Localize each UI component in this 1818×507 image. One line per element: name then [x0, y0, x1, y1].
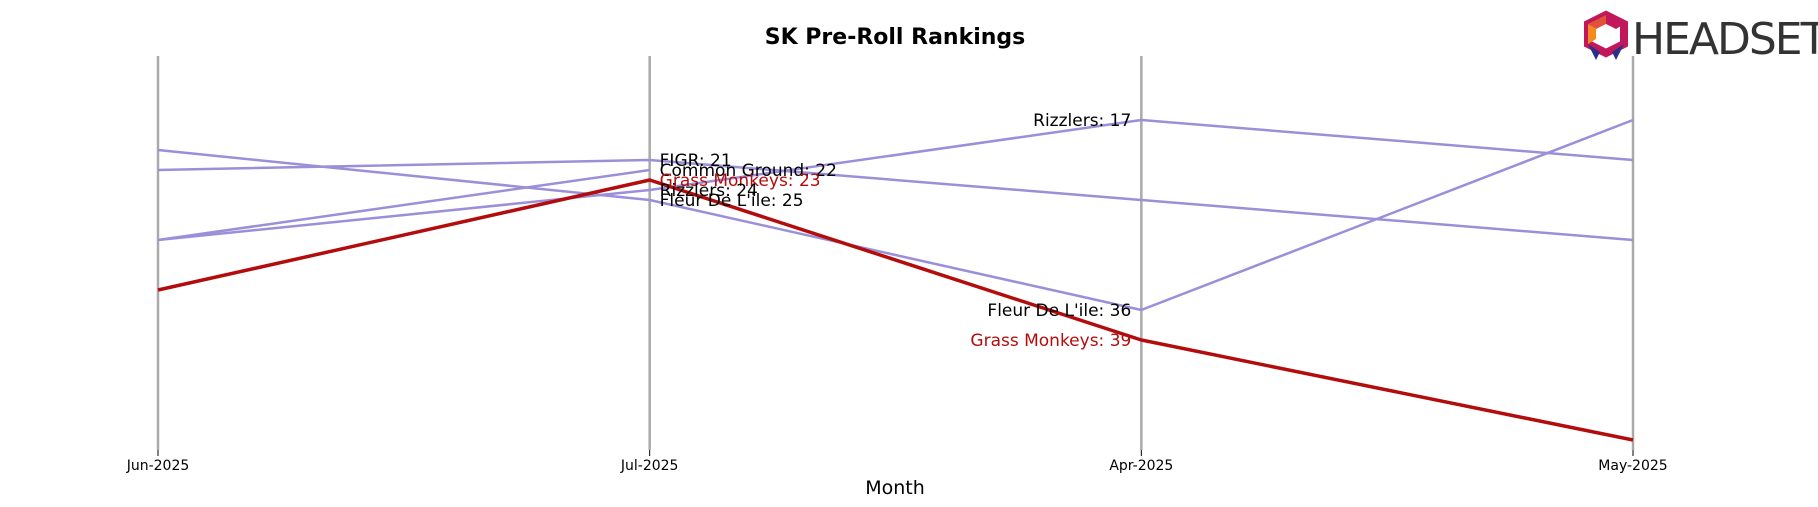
series-line-fleur-de-l-ile — [157, 118, 1634, 312]
logo: HEADSET — [1584, 10, 1818, 65]
data-label-grass-monkeys-jul-2025: Grass Monkeys: 23 — [660, 171, 821, 191]
series-lines — [157, 118, 1634, 442]
data-label-fleur-de-l-ile-jul-2025: Fleur De L'ile: 25 — [660, 191, 804, 211]
x-tick-label-jul-2025: Jul-2025 — [620, 458, 679, 474]
data-label-grass-monkeys-apr-2025: Grass Monkeys: 39 — [970, 331, 1131, 351]
logo-text: HEADSET — [1632, 14, 1818, 65]
grid — [156, 56, 1635, 450]
x-ticks: Jun-2025 Jul-2025 Apr-2025 May-2025 — [126, 450, 1668, 474]
x-tick-label-may-2025: May-2025 — [1598, 458, 1667, 474]
headset-logo-icon — [1584, 10, 1628, 60]
series-line-grass-monkeys — [157, 178, 1634, 442]
data-label-fleur-de-l-ile-apr-2025: Fleur De L'ile: 36 — [987, 301, 1131, 321]
data-label-rizzlers-apr-2025: Rizzlers: 17 — [1033, 111, 1131, 131]
x-tick-label-apr-2025: Apr-2025 — [1109, 458, 1173, 474]
x-axis-label: Month — [865, 477, 925, 499]
data-label-figr-jul-2025: FIGR: 21 — [660, 151, 732, 171]
chart-title: SK Pre-Roll Rankings — [765, 25, 1026, 50]
x-tick-label-jun-2025: Jun-2025 — [126, 458, 190, 474]
series-line-rizzlers — [157, 118, 1634, 242]
data-label-rizzlers-jul-2025: Rizzlers: 24 — [660, 181, 758, 201]
data-label-common-ground-jul-2025: Common Ground: 22 — [660, 161, 837, 181]
series-line-common-ground — [157, 168, 650, 242]
